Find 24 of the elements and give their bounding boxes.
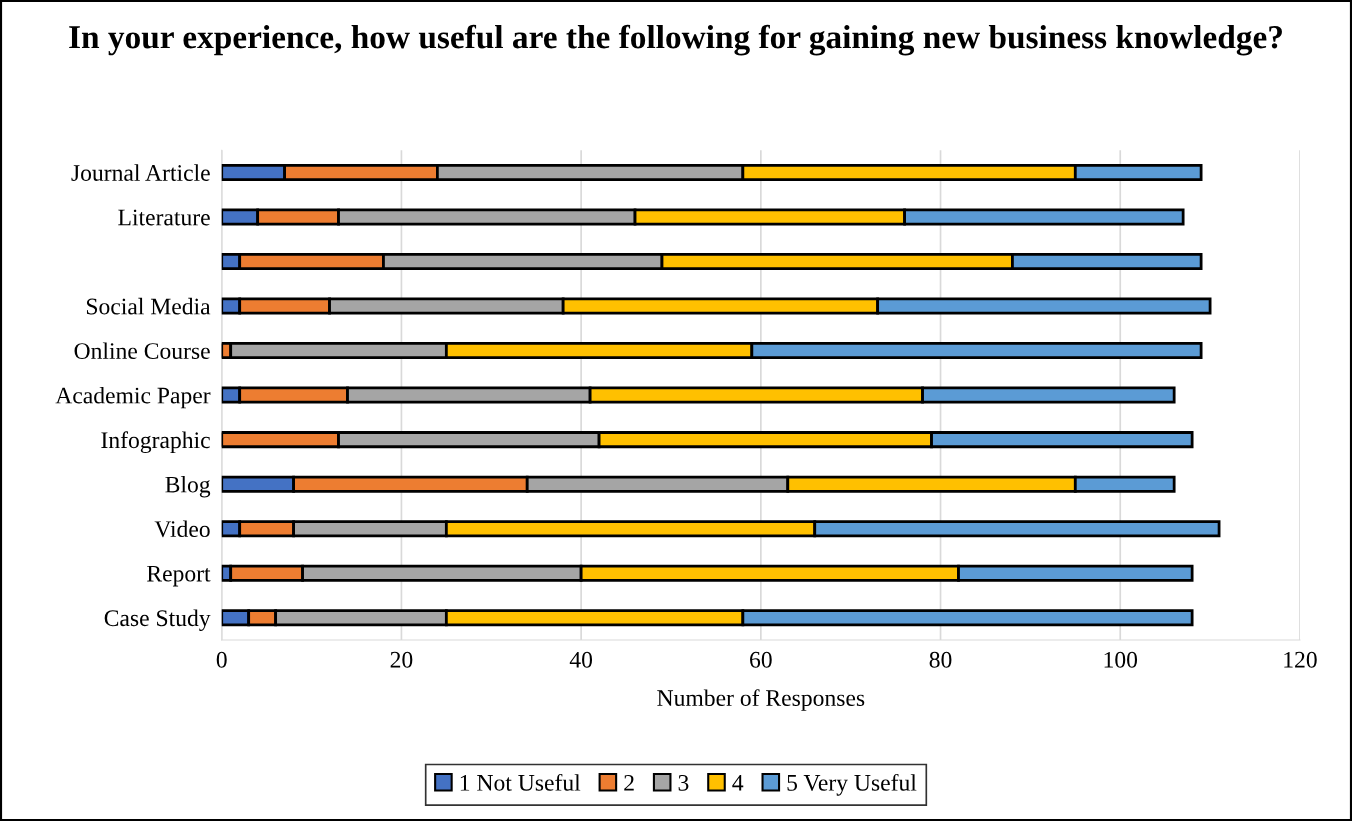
y-tick-label: Infographic <box>101 431 210 454</box>
legend-label: 4 <box>732 775 744 791</box>
y-tick-label: Literature <box>118 209 210 226</box>
y-tick-label: Blog <box>165 475 211 498</box>
y-tick-label: Social Media <box>86 297 211 315</box>
y-tick-label: Academic Paper <box>55 386 211 409</box>
y-tick-label: Online Course <box>74 342 210 360</box>
y-tick-label: Journal Article <box>71 164 210 181</box>
x-tick-label: 80 <box>929 651 952 668</box>
chart-title: In your experience, how useful are the following for gaining new business knowledge? <box>69 24 1282 56</box>
x-tick-label: 120 <box>1284 651 1317 668</box>
legend-label: 1 Not Useful <box>460 773 581 791</box>
legend-label: 5 Very Useful <box>787 773 917 796</box>
x-axis-title: Number of Responses <box>657 689 865 711</box>
x-tick-label: 60 <box>750 651 772 668</box>
legend-label: 2 <box>624 774 634 791</box>
x-tick-label: 40 <box>569 651 593 668</box>
x-tick-label: 20 <box>390 651 413 668</box>
x-tick-label: 0 <box>216 651 227 668</box>
y-tick-label: Report <box>147 565 211 587</box>
y-tick-label: Case Study <box>104 609 211 631</box>
y-tick-label: Video <box>154 520 210 538</box>
legend-label: 3 <box>678 774 689 791</box>
x-tick-label: 100 <box>1104 651 1138 668</box>
